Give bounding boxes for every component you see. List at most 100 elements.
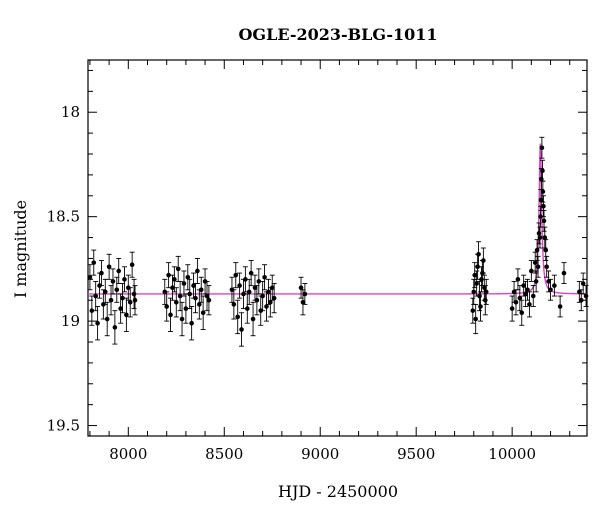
x-tick-label: 10000 <box>488 445 536 463</box>
point-marker <box>483 289 489 295</box>
point-marker <box>187 291 193 297</box>
x-tick-label: 8000 <box>109 445 147 463</box>
y-tick-label: 19.5 <box>47 417 80 435</box>
data-point <box>583 285 589 307</box>
point-marker <box>183 306 189 311</box>
x-axis-label: HJD - 2450000 <box>278 482 398 501</box>
point-marker <box>481 258 486 263</box>
point-marker <box>538 214 543 219</box>
model-curve-layer <box>88 143 587 295</box>
point-marker <box>200 310 206 316</box>
point-marker <box>112 325 118 330</box>
point-marker <box>542 235 548 240</box>
point-marker <box>89 308 95 313</box>
point-marker <box>533 279 539 284</box>
point-marker <box>473 316 478 322</box>
point-marker <box>233 272 239 278</box>
point-marker <box>120 295 125 301</box>
data-point <box>235 299 241 335</box>
data-point <box>532 251 538 274</box>
point-marker <box>557 304 563 309</box>
data-point <box>91 249 97 276</box>
chart-title: OGLE-2023-BLG-1011 <box>238 25 437 44</box>
point-marker <box>580 281 586 286</box>
point-marker <box>193 295 198 301</box>
data-point <box>200 295 206 330</box>
point-marker <box>476 251 481 257</box>
data-point <box>525 278 531 301</box>
point-marker <box>173 300 179 305</box>
data-point <box>95 306 101 341</box>
data-point <box>302 283 308 305</box>
point-marker <box>122 277 127 282</box>
data-point <box>548 278 554 301</box>
point-marker <box>91 260 97 265</box>
data-point <box>471 278 477 305</box>
point-marker <box>471 289 477 295</box>
point-marker <box>131 291 137 297</box>
point-marker <box>197 302 202 307</box>
data-point <box>179 301 185 337</box>
y-tick-label: 18 <box>61 103 80 121</box>
point-marker <box>472 272 478 278</box>
point-marker <box>99 270 104 276</box>
point-marker <box>164 304 169 309</box>
y-axis-tick-labels: 18 18.5 19 19.5 <box>47 103 80 434</box>
point-marker <box>129 262 135 268</box>
data-point <box>173 287 179 318</box>
point-marker <box>177 293 183 299</box>
point-marker <box>517 295 523 301</box>
point-marker <box>268 300 273 305</box>
point-marker <box>583 293 589 299</box>
point-marker <box>479 277 484 282</box>
data-point <box>181 270 187 297</box>
point-marker <box>191 283 196 288</box>
data-point <box>104 301 110 337</box>
point-marker <box>231 302 237 307</box>
data-point <box>580 272 586 295</box>
point-marker <box>482 297 488 303</box>
data-point <box>206 285 212 316</box>
data-point <box>260 280 266 312</box>
data-point <box>561 262 567 284</box>
point-marker <box>102 289 108 295</box>
point-marker <box>546 279 551 284</box>
data-point <box>98 260 104 287</box>
data-point <box>551 274 557 297</box>
point-marker <box>235 314 240 320</box>
point-marker <box>539 145 545 151</box>
point-marker <box>530 293 536 299</box>
point-marker <box>577 289 582 295</box>
point-marker <box>95 320 100 326</box>
point-marker <box>536 231 542 236</box>
data-point <box>526 291 532 318</box>
point-marker <box>114 287 120 293</box>
point-marker <box>513 300 519 305</box>
point-marker <box>552 283 557 288</box>
data-point <box>533 270 539 293</box>
data-point <box>540 180 546 203</box>
data-point <box>175 255 181 282</box>
data-point <box>198 276 204 303</box>
data-point <box>106 253 112 280</box>
point-marker <box>106 264 112 270</box>
point-marker <box>511 289 517 295</box>
y-tick-label: 19 <box>61 312 80 330</box>
point-marker <box>179 316 185 322</box>
point-marker <box>535 264 541 270</box>
point-marker <box>132 297 138 303</box>
data-point <box>110 268 116 295</box>
data-point <box>131 278 137 310</box>
point-marker <box>118 306 123 311</box>
point-marker <box>127 300 133 305</box>
data-point <box>473 303 479 335</box>
data-point <box>541 209 547 232</box>
point-marker <box>124 312 129 318</box>
point-marker <box>175 266 181 272</box>
point-marker <box>243 277 248 282</box>
data-point <box>121 266 127 293</box>
point-marker <box>470 308 476 313</box>
x-tick-label: 8500 <box>205 445 243 463</box>
y-axis-label: I magnitude <box>11 200 30 298</box>
point-marker <box>248 270 254 276</box>
